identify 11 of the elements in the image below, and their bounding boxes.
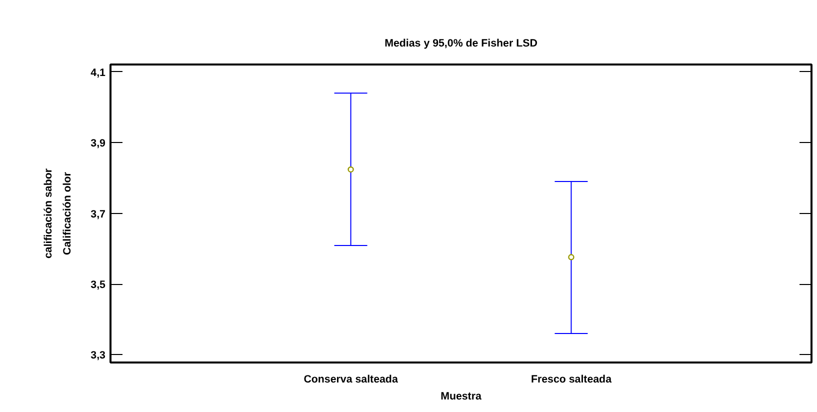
x-axis-title: Muestra	[440, 390, 482, 402]
x-tick-label: Fresco salteada	[530, 374, 612, 386]
text: calificación sabor	[42, 168, 54, 259]
y-tick-label: 3,7	[90, 208, 106, 220]
chart-title: Medias y 95,0% de Fisher LSD	[384, 38, 538, 50]
x-tick-label: Conserva salteada	[304, 374, 398, 386]
y-tick-label: 3,3	[90, 350, 106, 362]
y-tick-label: 3,9	[90, 138, 106, 150]
y-axis-title: Calificación olor	[62, 172, 74, 255]
y-tick-label: 3,5	[90, 279, 106, 292]
y-tick-label: 4,1	[90, 66, 106, 79]
